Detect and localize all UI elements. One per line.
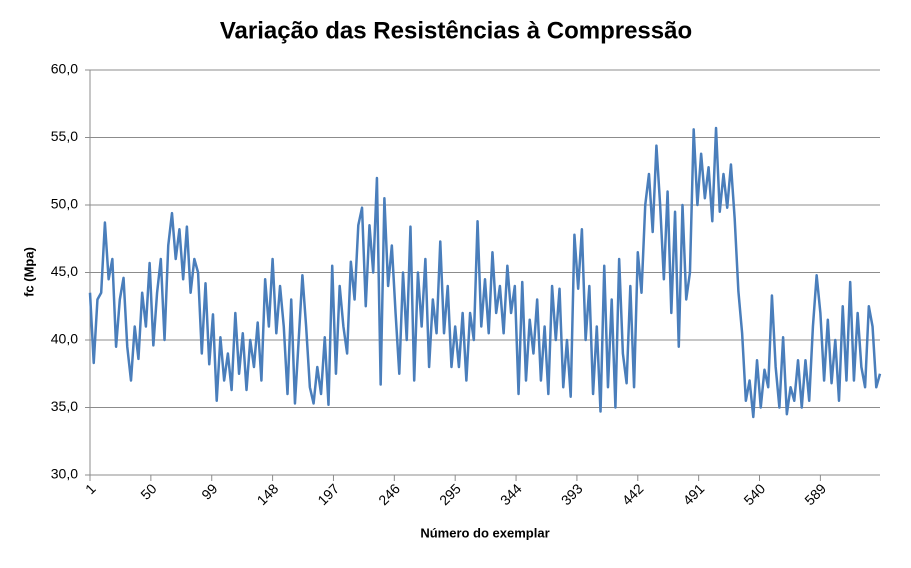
y-tick-label: 30,0 <box>51 466 78 482</box>
y-axis-label: fc (Mpa) <box>21 247 36 297</box>
y-tick-label: 40,0 <box>51 331 78 347</box>
y-tick-label: 45,0 <box>51 263 78 279</box>
chart-title: Variação das Resistências à Compressão <box>220 17 692 44</box>
x-axis-label: Número do exemplar <box>420 525 549 540</box>
y-tick-label: 55,0 <box>51 128 78 144</box>
y-tick-label: 50,0 <box>51 196 78 212</box>
data-line <box>88 126 882 419</box>
y-tick-label: 35,0 <box>51 398 78 414</box>
y-tick-label: 60,0 <box>51 61 78 77</box>
